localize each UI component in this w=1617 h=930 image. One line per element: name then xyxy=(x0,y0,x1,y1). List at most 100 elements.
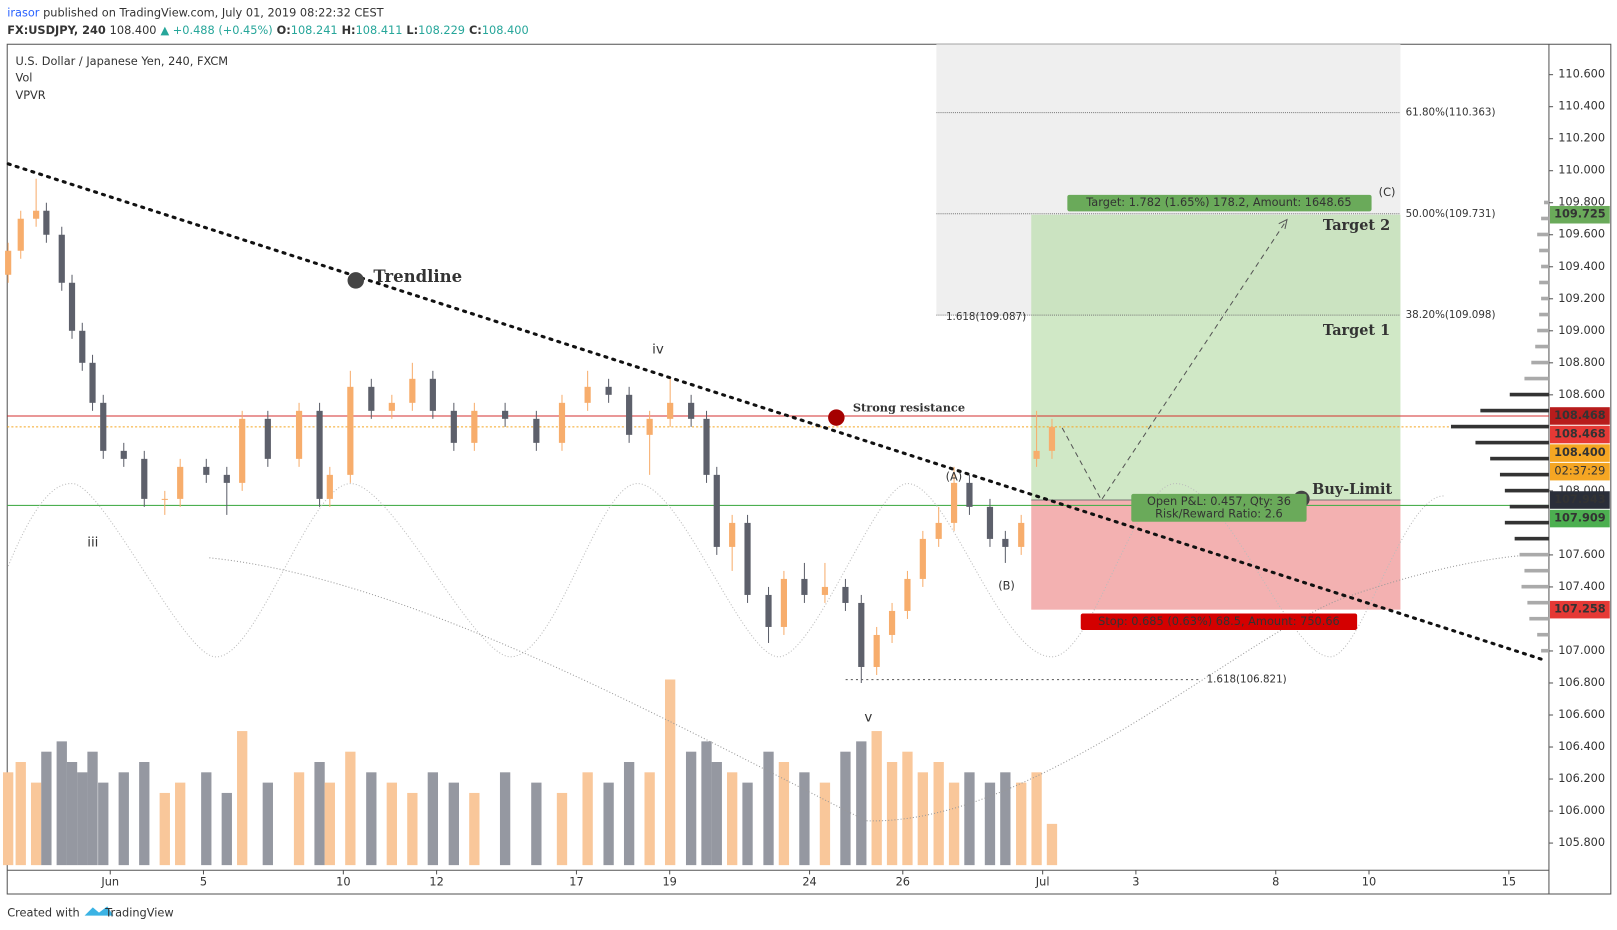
volume-bar xyxy=(778,762,790,866)
ext-label: 1.618(109.087) xyxy=(946,311,1026,323)
y-tick-label: 110.600 xyxy=(1558,67,1605,81)
price-tag-label: 109.725 xyxy=(1554,207,1606,221)
volume-bar xyxy=(644,772,655,866)
vpvr-bar xyxy=(1450,424,1549,429)
instrument: U.S. Dollar / Japanese Yen, 240, FXCM xyxy=(15,54,228,68)
candle-body xyxy=(533,418,540,443)
stop-label: Stop: 0.685 (0.63%) 68.5, Amount: 750.66 xyxy=(1098,614,1340,628)
candle-body xyxy=(858,602,865,667)
volume-bar xyxy=(262,782,273,866)
last: 108.400 xyxy=(110,23,157,37)
foreground-layer: 61.80%(110.363) 50.00%(109.731) 38.20%(109… xyxy=(5,67,1610,889)
pnl-label: Open P&L: 0.457, Qty: 36 xyxy=(1147,494,1291,508)
volume-bar xyxy=(293,772,305,866)
candle-body xyxy=(1002,538,1009,547)
volume-bar xyxy=(221,792,232,866)
volume-bar xyxy=(407,792,418,866)
vpvr-bar xyxy=(1541,216,1549,221)
price-tag-label: 108.400 xyxy=(1554,445,1606,459)
change: ▲ +0.488 (+0.45%) xyxy=(160,23,272,37)
y-tick-label: 110.200 xyxy=(1558,131,1605,145)
candle-body xyxy=(161,498,168,500)
annotation: iii xyxy=(87,535,98,550)
volume-bar xyxy=(159,792,170,866)
volume-bar xyxy=(41,751,52,866)
candle-body xyxy=(177,466,184,499)
volume-bar xyxy=(711,762,722,866)
volume-bar xyxy=(933,762,944,866)
x-tick-label: 3 xyxy=(1132,875,1139,889)
volume-bar xyxy=(386,782,397,866)
vpvr-bar xyxy=(1537,232,1549,237)
y-tick-label: 107.600 xyxy=(1558,547,1605,561)
price-tag xyxy=(1549,425,1610,444)
candle-body xyxy=(950,482,958,523)
volume-bar xyxy=(201,772,212,866)
vpvr-bar xyxy=(1524,376,1549,381)
vpvr-bar xyxy=(1504,520,1549,525)
y-tick-label: 109.800 xyxy=(1558,195,1605,209)
x-tick-label: 26 xyxy=(896,875,910,889)
volume-bar xyxy=(1016,782,1027,866)
candle-body xyxy=(58,234,65,283)
candle-body xyxy=(1018,522,1025,547)
candle-body xyxy=(239,418,246,483)
candle-body xyxy=(295,410,303,459)
target-label: Target: 1.782 (1.65%) 178.2, Amount: 164… xyxy=(1085,195,1351,209)
annotation: Buy-Limit xyxy=(1312,481,1392,498)
fib-label: 38.20%(109.098) xyxy=(1406,309,1496,321)
annotation: Trendline xyxy=(373,267,462,286)
volume-bar xyxy=(56,741,67,866)
c: 108.400 xyxy=(482,23,529,37)
candle-body xyxy=(626,394,633,435)
y-tick-label: 110.000 xyxy=(1558,163,1605,177)
o: 108.241 xyxy=(291,23,338,37)
price-tag-label: 108.468 xyxy=(1554,408,1606,422)
volume-bar xyxy=(30,782,42,866)
candle-body xyxy=(888,610,896,635)
y-tick-label: 108.800 xyxy=(1558,355,1605,369)
vpvr-bar xyxy=(1544,200,1549,205)
candle-body xyxy=(120,450,127,459)
candle-body xyxy=(713,474,720,547)
brand-logo xyxy=(84,906,114,916)
price-tag-label: 107.909 xyxy=(1554,511,1606,525)
projection-arrow xyxy=(1061,219,1288,502)
candle-body xyxy=(141,458,148,499)
x-tick-label: Jun xyxy=(100,875,119,889)
volume-bar xyxy=(701,741,712,866)
c-label: C: xyxy=(469,23,482,37)
vpvr-bar xyxy=(1537,328,1549,333)
volume-bar xyxy=(98,782,109,866)
publisher: irasor published on TradingView.com, Jul… xyxy=(7,5,383,19)
y-tick-label: 109.000 xyxy=(1558,323,1605,337)
candle-body xyxy=(646,418,653,435)
candle-body xyxy=(966,482,973,507)
countdown: 02:37:29 xyxy=(1554,464,1605,478)
volume-bar xyxy=(917,772,928,866)
target-zone xyxy=(1031,214,1401,501)
candle-body xyxy=(68,282,76,331)
candle-body xyxy=(919,538,926,579)
candle-body xyxy=(326,474,333,499)
candle-body xyxy=(986,506,994,539)
candle-body xyxy=(388,402,395,411)
x-tick-label: 12 xyxy=(429,875,443,889)
x-tick-label: 15 xyxy=(1502,875,1516,889)
resistance-label: Strong resistance xyxy=(853,401,965,415)
volume-bar xyxy=(66,762,78,866)
candle-body xyxy=(79,330,86,363)
volume-bar xyxy=(77,772,88,866)
volume-bar xyxy=(15,762,26,866)
y-tick-label: 109.600 xyxy=(1558,227,1605,241)
vpvr-bar xyxy=(1539,280,1549,285)
vpvr-bar xyxy=(1480,408,1549,413)
volume-bar xyxy=(582,772,593,866)
volume-bar xyxy=(623,762,635,866)
volume-bar xyxy=(871,731,882,866)
candle-body xyxy=(821,586,829,595)
candle-body xyxy=(780,578,787,627)
stop-label-box xyxy=(1080,613,1358,630)
h-label: H: xyxy=(342,23,356,37)
